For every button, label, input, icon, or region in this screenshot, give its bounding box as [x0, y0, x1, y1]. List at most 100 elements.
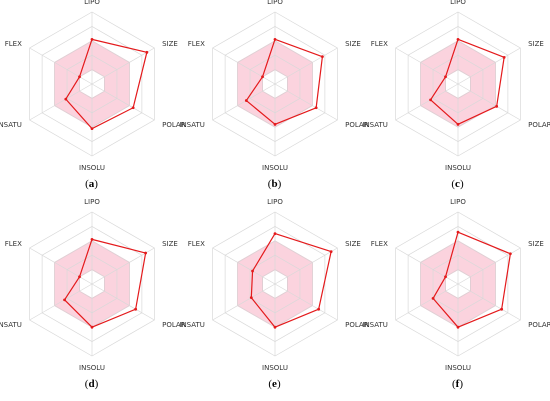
axis-label-flex: FLEX — [188, 40, 205, 48]
radar-chart: LIPO SIZE POLAR INSOLU INSATU FLEX — [0, 0, 186, 172]
axis-label-lipo: LIPO — [450, 0, 466, 6]
data-point-polar — [131, 106, 135, 110]
data-point-flex — [261, 75, 264, 79]
axis-label-flex: FLEX — [371, 40, 388, 48]
axis-spoke — [29, 283, 93, 321]
data-point-lipo — [90, 237, 94, 241]
panel-caption: (e) — [268, 378, 281, 390]
axis-spoke — [395, 283, 459, 321]
data-point-polar — [134, 307, 138, 311]
panel-caption: (f) — [451, 378, 463, 390]
axis-label-size: SIZE — [345, 240, 361, 248]
axis-label-polar: POLAR — [528, 321, 550, 329]
axis-spoke — [395, 83, 459, 121]
axis-label-insolu: INSOLU — [79, 364, 105, 372]
axis-spoke — [212, 83, 276, 121]
axis-spoke — [29, 247, 93, 285]
radar-chart: LIPO SIZE POLAR INSOLU INSATU FLEX — [0, 198, 186, 372]
axis-label-size: SIZE — [528, 240, 544, 248]
data-point-size — [502, 55, 506, 59]
axis-spoke — [274, 247, 338, 285]
data-point-insolu — [273, 325, 277, 329]
data-point-insolu — [273, 122, 277, 126]
data-point-lipo — [273, 37, 277, 41]
data-point-insatu — [249, 296, 253, 300]
panel-caption: (a) — [85, 178, 98, 190]
data-point-polar — [317, 307, 321, 311]
axis-spoke — [457, 283, 521, 321]
data-point-insatu — [429, 98, 432, 102]
panel-caption: (d) — [84, 378, 99, 390]
radar-chart: LIPO SIZE POLAR INSOLU INSATU FLEX — [179, 0, 368, 172]
data-point-lipo — [456, 230, 460, 234]
radar-panel-e: LIPO SIZE POLAR INSOLU INSATU FLEX (e) — [179, 198, 369, 400]
axis-spoke — [274, 83, 338, 121]
data-point-flex — [78, 275, 81, 279]
data-point-insolu — [90, 127, 94, 131]
axis-label-lipo: LIPO — [267, 198, 283, 206]
radar-panel-a: LIPO SIZE POLAR INSOLU INSATU FLEX (a) — [0, 0, 186, 200]
axis-spoke — [212, 283, 276, 321]
radar-chart: LIPO SIZE POLAR INSOLU INSATU FLEX — [362, 198, 550, 372]
data-point-insolu — [456, 325, 460, 329]
data-point-lipo — [90, 37, 94, 41]
axis-label-polar: POLAR — [162, 121, 186, 129]
axis-label-insolu: INSOLU — [79, 164, 105, 172]
axis-label-polar: POLAR — [528, 121, 550, 129]
data-point-insolu — [90, 325, 94, 329]
data-point-polar — [500, 307, 504, 311]
axis-label-insatu: INSATU — [362, 321, 388, 329]
axis-label-insolu: INSOLU — [445, 164, 471, 172]
axis-label-insatu: INSATU — [0, 121, 22, 129]
axis-spoke — [212, 247, 276, 285]
axis-spoke — [29, 83, 93, 121]
data-point-flex — [251, 269, 254, 273]
axis-spoke — [29, 47, 93, 85]
data-point-insolu — [456, 122, 460, 126]
axis-spoke — [457, 83, 521, 121]
radar-panel-f: LIPO SIZE POLAR INSOLU INSATU FLEX (f) — [362, 198, 550, 400]
data-point-size — [145, 50, 149, 54]
radar-panel-d: LIPO SIZE POLAR INSOLU INSATU FLEX (d) — [0, 198, 186, 400]
axis-label-insatu: INSATU — [362, 121, 388, 129]
axis-label-flex: FLEX — [371, 240, 388, 248]
data-point-size — [329, 250, 333, 253]
panel-caption: (c) — [451, 178, 464, 190]
axis-label-polar: POLAR — [162, 321, 186, 329]
axis-spoke — [91, 247, 155, 285]
axis-label-lipo: LIPO — [84, 198, 100, 206]
data-point-flex — [444, 75, 447, 79]
axis-label-polar: POLAR — [345, 321, 369, 329]
axis-label-lipo: LIPO — [450, 198, 466, 206]
axis-label-lipo: LIPO — [267, 0, 283, 6]
axis-label-size: SIZE — [528, 40, 544, 48]
data-point-flex — [444, 275, 447, 279]
axis-spoke — [274, 283, 338, 321]
radar-panel-c: LIPO SIZE POLAR INSOLU INSATU FLEX (c) — [362, 0, 550, 200]
axis-spoke — [91, 83, 155, 121]
axis-label-flex: FLEX — [5, 40, 22, 48]
axis-label-lipo: LIPO — [84, 0, 100, 6]
axis-label-flex: FLEX — [188, 240, 205, 248]
axis-label-insolu: INSOLU — [262, 164, 288, 172]
axis-spoke — [91, 283, 155, 321]
axis-label-insolu: INSOLU — [445, 364, 471, 372]
data-point-insatu — [431, 297, 435, 300]
radar-chart: LIPO SIZE POLAR INSOLU INSATU FLEX — [179, 198, 369, 372]
axis-label-insatu: INSATU — [179, 321, 205, 329]
axis-spoke — [395, 47, 459, 85]
axis-label-size: SIZE — [162, 40, 178, 48]
data-point-insatu — [64, 97, 68, 101]
data-point-polar — [314, 106, 318, 110]
panel-caption: (b) — [267, 178, 282, 190]
data-point-lipo — [456, 37, 460, 41]
data-point-size — [508, 252, 512, 256]
data-point-flex — [78, 75, 81, 79]
data-point-polar — [495, 104, 499, 108]
axis-label-insatu: INSATU — [179, 121, 205, 129]
axis-label-flex: FLEX — [5, 240, 22, 248]
data-point-size — [144, 251, 148, 255]
axis-spoke — [91, 47, 155, 85]
data-point-insatu — [63, 298, 66, 302]
axis-label-insolu: INSOLU — [262, 364, 288, 372]
